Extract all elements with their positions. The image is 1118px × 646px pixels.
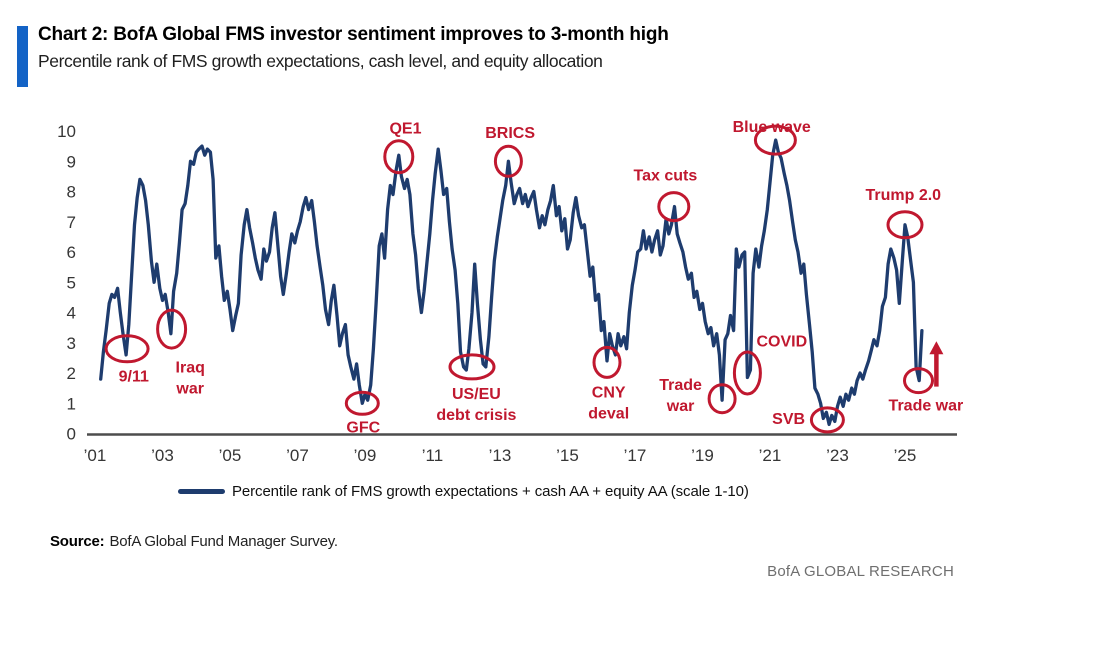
annotation-label: deval <box>588 405 629 422</box>
annotation-circle <box>493 144 523 178</box>
annotation-circle <box>592 345 622 379</box>
y-axis-labels: 0 1 2 3 4 5 6 7 8 9 10 <box>57 122 76 444</box>
annotation-label: war <box>175 380 204 397</box>
y-tick-label: 3 <box>67 334 76 353</box>
annotation-label: Trade <box>659 377 702 394</box>
annotation-circle <box>886 210 924 240</box>
annotation-trade-war-2025: Trade war <box>889 367 964 414</box>
annotation-label: GFC <box>346 419 380 436</box>
annotation-label: debt crisis <box>436 407 516 424</box>
y-tick-label: 6 <box>67 243 76 262</box>
y-tick-label: 10 <box>57 122 76 141</box>
x-tick-label: ’19 <box>691 446 714 465</box>
annotation-label: CNY <box>592 384 626 401</box>
y-tick-label: 8 <box>67 183 76 202</box>
x-tick-label: ’01 <box>84 446 107 465</box>
annotation-label: Tax cuts <box>634 167 698 184</box>
branding-footer: BofA GLOBAL RESEARCH <box>767 563 954 580</box>
annotation-cny-deval: CNY deval <box>588 345 629 422</box>
y-tick-label: 4 <box>67 304 76 323</box>
annotation-blue-wave: Blue wave <box>733 119 811 156</box>
annotation-circle <box>707 383 737 415</box>
legend: Percentile rank of FMS growth expectatio… <box>178 483 749 500</box>
y-tick-label: 1 <box>67 394 76 413</box>
annotation-circle <box>809 406 845 434</box>
x-tick-label: ’25 <box>894 446 917 465</box>
y-tick-label: 9 <box>67 152 76 171</box>
annotation-gfc: GFC <box>344 390 381 436</box>
annotation-svb: SVB <box>772 406 845 434</box>
annotation-circle <box>156 308 188 350</box>
x-tick-label: ’09 <box>354 446 377 465</box>
annotation-trade-war-2019: Trade war <box>659 377 737 415</box>
x-tick-label: ’13 <box>489 446 512 465</box>
annotation-circle <box>903 367 934 395</box>
chart-title: Chart 2: BofA Global FMS investor sentim… <box>38 24 669 45</box>
annotation-iraq-war: Iraq war <box>156 308 205 397</box>
annotation-qe1: QE1 <box>383 121 422 175</box>
annotation-brics: BRICS <box>485 125 535 178</box>
annotation-label: Iraq <box>176 359 205 376</box>
annotation-label: BRICS <box>485 125 535 142</box>
annotation-label: US/EU <box>452 386 501 403</box>
x-axis-labels: ’01 ’03 ’05 ’07 ’09 ’11 ’13 ’15 ’17 ’19 ’21 ’23 ’25 <box>84 446 917 465</box>
x-tick-label: ’17 <box>624 446 647 465</box>
y-tick-label: 0 <box>67 425 76 444</box>
annotation-circle <box>344 390 380 416</box>
x-tick-label: ’07 <box>286 446 309 465</box>
annotation-circle <box>383 139 415 175</box>
annotation-covid: COVID <box>732 334 807 396</box>
annotation-tax-cuts: Tax cuts <box>634 167 698 223</box>
legend-line-swatch <box>178 489 225 494</box>
annotation-label: QE1 <box>389 121 421 138</box>
annotation-us-eu-debt-crisis: US/EU debt crisis <box>436 353 517 424</box>
source-text: BofA Global Fund Manager Survey. <box>109 533 338 550</box>
annotation-label: 9/11 <box>119 369 149 386</box>
y-tick-label: 2 <box>67 364 76 383</box>
x-tick-label: ’23 <box>826 446 849 465</box>
annotation-9-11: 9/11 <box>104 334 150 386</box>
improvement-arrow-icon <box>929 341 944 387</box>
annotation-label: SVB <box>772 411 805 428</box>
annotation-circle <box>732 350 762 396</box>
x-tick-label: ’03 <box>151 446 174 465</box>
annotation-label: COVID <box>756 334 807 351</box>
title-accent-bar <box>17 26 28 87</box>
source-prefix: Source: <box>50 533 105 550</box>
y-tick-label: 7 <box>67 213 76 232</box>
annotation-circle <box>657 191 691 223</box>
annotation-label: war <box>666 398 695 415</box>
annotation-label: Blue wave <box>733 119 811 136</box>
annotation-label: Trade war <box>889 397 964 414</box>
annotation-circle <box>753 124 797 156</box>
annotation-circle <box>448 353 496 381</box>
x-tick-label: ’05 <box>219 446 242 465</box>
x-tick-label: ’15 <box>556 446 579 465</box>
legend-label: Percentile rank of FMS growth expectatio… <box>232 483 749 500</box>
annotation-trump-2-0: Trump 2.0 <box>866 187 942 240</box>
annotation-label: Trump 2.0 <box>866 187 942 204</box>
y-tick-label: 5 <box>67 273 76 292</box>
x-tick-label: ’11 <box>422 446 443 465</box>
x-tick-label: ’21 <box>759 446 782 465</box>
chart-subtitle: Percentile rank of FMS growth expectatio… <box>38 51 603 71</box>
source-note: Source: BofA Global Fund Manager Survey. <box>50 533 338 550</box>
annotation-circle <box>104 334 150 364</box>
sentiment-line <box>99 138 924 427</box>
